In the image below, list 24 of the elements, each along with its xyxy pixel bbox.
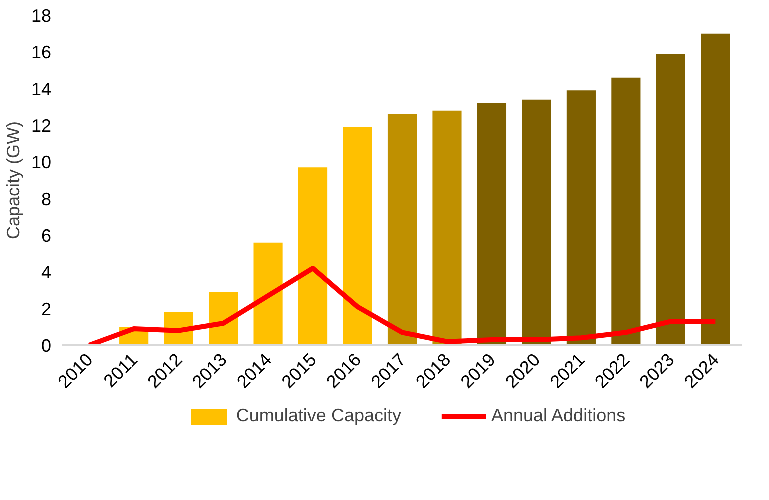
bar [254, 242, 283, 346]
bar [388, 114, 418, 346]
bar [432, 110, 462, 346]
y-axis-title: Capacity (GW) [3, 121, 24, 240]
y-tick-label: 16 [31, 42, 52, 63]
y-tick-label: 14 [31, 79, 52, 100]
y-tick-label: 4 [41, 262, 52, 283]
y-tick-label: 18 [31, 6, 52, 26]
legend-label: Cumulative Capacity [236, 406, 402, 426]
bar [298, 168, 328, 346]
y-tick-label: 6 [41, 226, 52, 246]
bar [566, 90, 596, 346]
y-tick-label: 10 [31, 152, 52, 173]
bar [343, 127, 372, 346]
bar [612, 78, 641, 346]
bar [701, 34, 730, 346]
bar [656, 54, 686, 346]
y-tick-label: 2 [41, 299, 52, 320]
y-tick-label: 8 [41, 189, 52, 210]
y-tick-label: 12 [31, 116, 52, 136]
y-tick-label: 0 [41, 336, 52, 356]
bar [477, 104, 507, 346]
bar [522, 100, 552, 346]
legend-label: Annual Additions [491, 406, 626, 426]
